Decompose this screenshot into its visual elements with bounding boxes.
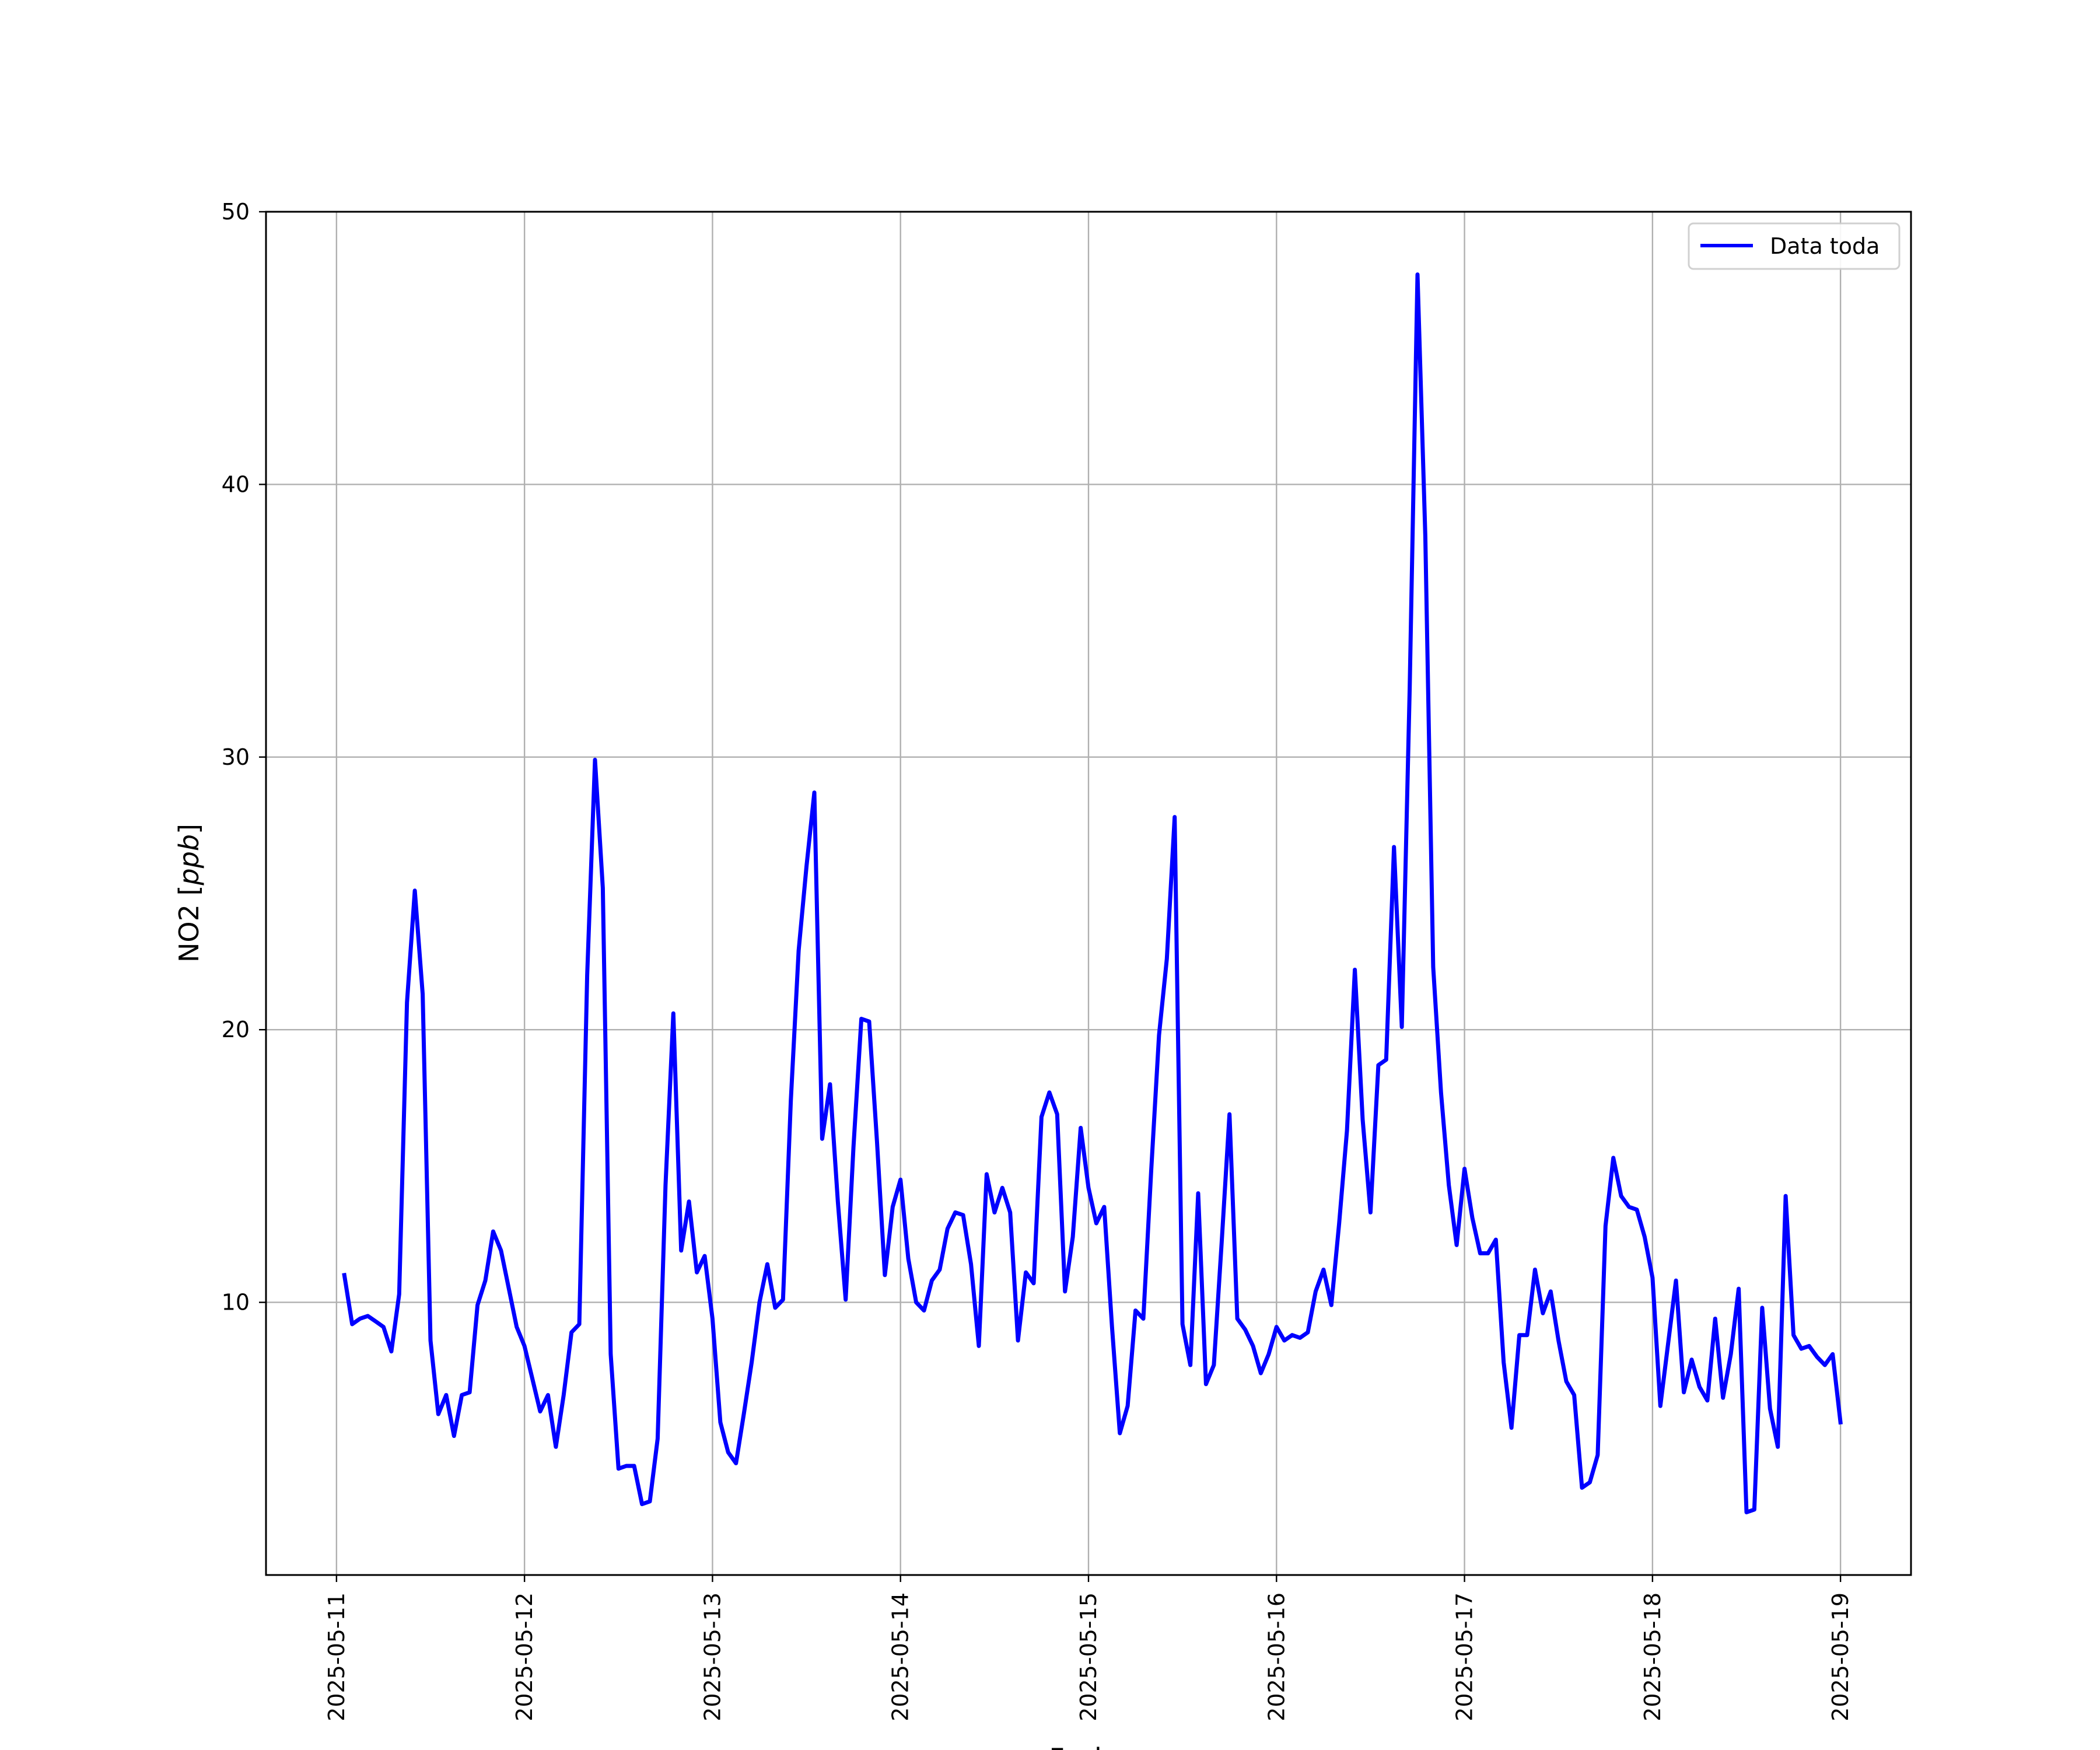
x-tick-label: 2025-05-18 <box>1640 1592 1665 1721</box>
y-axis-label-text: NO2 [ <box>173 886 205 963</box>
y-tick-label: 50 <box>222 199 250 225</box>
x-tick-label: 2025-05-16 <box>1264 1592 1289 1721</box>
y-tick-label: 10 <box>222 1290 250 1315</box>
series-layer <box>342 272 1843 1514</box>
series-line-data-toda <box>342 272 1843 1514</box>
x-tick-label: 2025-05-13 <box>699 1592 725 1721</box>
legend: Data toda <box>1688 222 1901 270</box>
x-tick-label: 2025-05-14 <box>888 1592 914 1721</box>
legend-label-data-toda: Data toda <box>1770 233 1880 259</box>
y-tick-label: 30 <box>222 744 250 770</box>
x-tick-label: 2025-05-11 <box>324 1592 349 1721</box>
x-tick-label: 2025-05-15 <box>1076 1592 1101 1721</box>
x-tick-label: 2025-05-12 <box>512 1592 537 1721</box>
y-axis-label-close: ] <box>173 824 205 834</box>
y-axis-label-unit: ppb <box>173 834 205 886</box>
y-tick-label: 40 <box>222 471 250 497</box>
legend-frame <box>1688 222 1901 270</box>
y-axis-label: NO2 [ppb] <box>173 824 205 963</box>
x-axis-label: Fecha <box>1049 1742 1128 1750</box>
x-tick-label: 2025-05-17 <box>1452 1592 1478 1721</box>
ticks: 2025-05-11 2025-05-12 2025-05-13 2025-05-14… <box>222 199 1854 1721</box>
x-tick-label: 2025-05-19 <box>1828 1592 1853 1721</box>
y-tick-label: 20 <box>222 1017 250 1042</box>
